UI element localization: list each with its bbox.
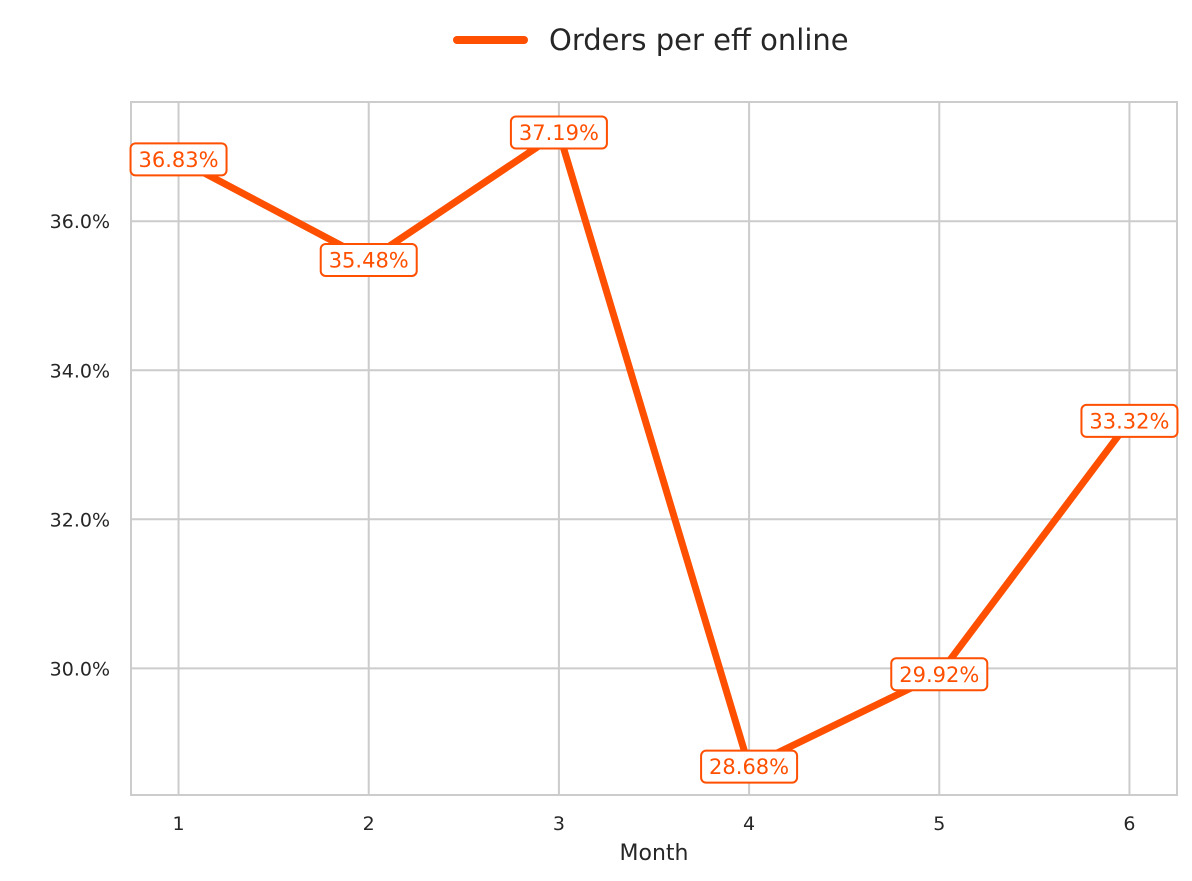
plot-frame [130, 101, 1178, 796]
data-labels: 36.83% 35.48% 37.19% 28.68% 29.92% 33.32% [129, 115, 1179, 784]
x-tick-label: 1 [172, 813, 184, 835]
data-label-box [890, 657, 989, 692]
x-tick-label: 3 [553, 813, 565, 835]
data-label: 28.68% [700, 749, 799, 784]
legend: Orders per eff online [453, 23, 849, 57]
data-label-text: 37.19% [519, 121, 599, 145]
y-tick-label: 30.0% [50, 658, 110, 680]
data-label-text: 28.68% [709, 755, 789, 779]
legend-label: Orders per eff online [549, 23, 849, 57]
y-tick-label: 36.0% [50, 211, 110, 233]
data-label: 33.32% [1080, 403, 1179, 438]
x-tick-label: 6 [1123, 813, 1135, 835]
x-axis-title: Month [620, 841, 689, 866]
x-tick-label: 5 [933, 813, 945, 835]
data-label-text: 29.92% [899, 663, 979, 687]
data-label-text: 36.83% [139, 148, 219, 172]
y-axis-ticks: 30.0% 32.0% 34.0% 36.0% [50, 211, 110, 680]
y-tick-label: 34.0% [50, 360, 110, 382]
data-label-text: 33.32% [1089, 409, 1169, 433]
grid [131, 102, 1177, 795]
data-label-text: 35.48% [329, 248, 409, 272]
data-label-box [509, 115, 608, 150]
data-label: 37.19% [509, 115, 608, 150]
data-label: 35.48% [319, 242, 418, 277]
x-axis-ticks: 1 2 3 4 5 6 [172, 813, 1135, 835]
data-label: 29.92% [890, 657, 989, 692]
x-tick-label: 4 [743, 813, 755, 835]
data-label-box [1080, 403, 1179, 438]
data-label-box [319, 242, 418, 277]
data-label: 36.83% [129, 142, 228, 177]
data-label-box [700, 749, 799, 784]
data-label-box [129, 142, 228, 177]
x-tick-label: 2 [363, 813, 375, 835]
y-tick-label: 32.0% [50, 509, 110, 531]
